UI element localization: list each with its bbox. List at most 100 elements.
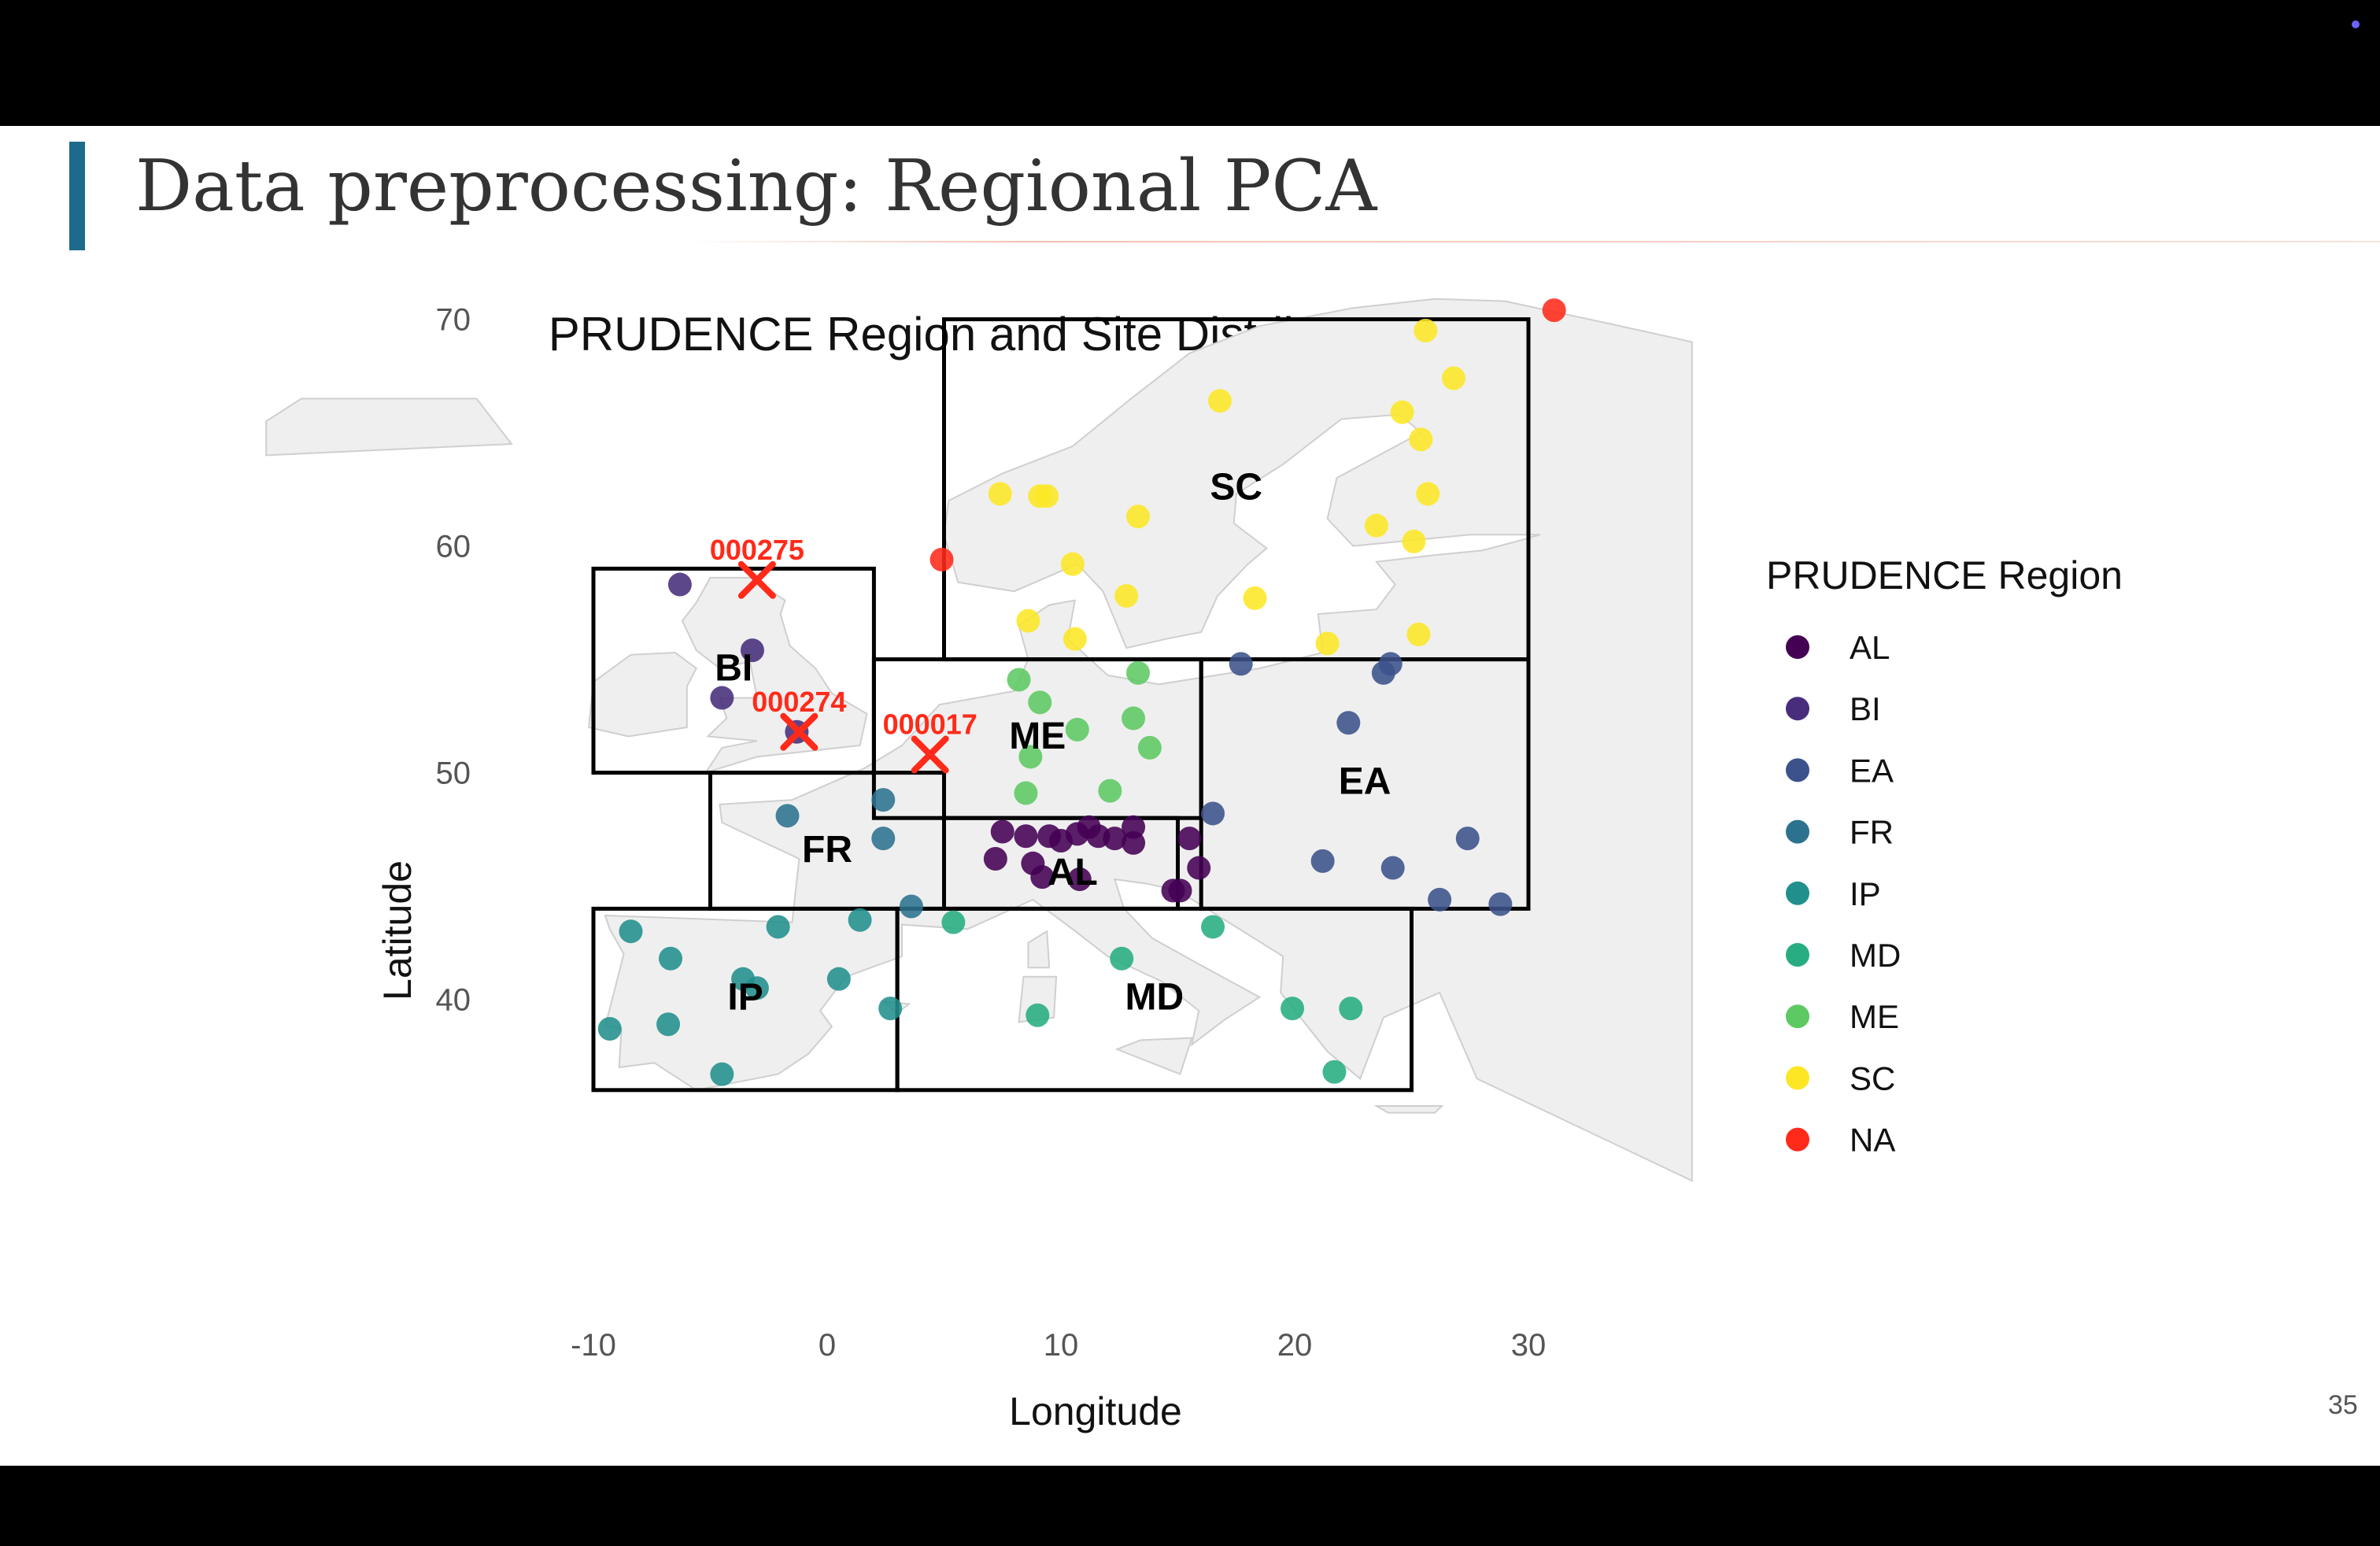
x-tick-label: 10 [1044, 1328, 1079, 1363]
region-label-ip: IP [727, 976, 763, 1018]
title-underline [685, 241, 2380, 242]
site-point-sc [1035, 484, 1059, 509]
y-tick-label: 60 [436, 530, 471, 564]
legend-swatch-bi [1786, 697, 1809, 721]
site-point-al [983, 847, 1007, 871]
site-point-me [1028, 690, 1052, 715]
slide: Data preprocessing: Regional PCA PRUDENC… [0, 126, 2380, 1466]
site-point-bi [740, 638, 764, 663]
legend-label-sc: SC [1850, 1060, 1895, 1097]
x-tick-label: 0 [819, 1328, 836, 1363]
site-point-ip [826, 967, 851, 991]
site-point-me [1007, 668, 1031, 692]
bottom-black-bar [0, 1466, 2380, 1546]
site-point-sc [1062, 627, 1087, 651]
legend-label-al: AL [1850, 629, 1890, 666]
site-point-ea [1201, 801, 1225, 826]
presenter-indicator-icon [2352, 20, 2360, 28]
site-point-me [1018, 745, 1043, 769]
site-point-ip [710, 1062, 734, 1086]
site-point-md [1322, 1060, 1347, 1084]
legend-label-ea: EA [1850, 752, 1894, 789]
site-point-sc [1390, 400, 1414, 424]
site-point-sc [1402, 529, 1426, 553]
site-point-sc [1441, 366, 1465, 390]
region-label-sc: SC [1210, 466, 1262, 508]
region-label-me: ME [1009, 716, 1066, 757]
site-points [597, 298, 1566, 1086]
legend-swatch-ip [1786, 881, 1809, 905]
slide-title: Data preprocessing: Regional PCA [135, 145, 1377, 227]
x-tick-label: 30 [1511, 1328, 1547, 1363]
legend: PRUDENCE Region AL BI EA FR IP MD ME SC NA [1766, 553, 2123, 1159]
site-point-al [1122, 830, 1146, 855]
site-point-sc [1414, 319, 1438, 342]
site-point-ea [1229, 652, 1253, 676]
site-point-me [1126, 660, 1151, 685]
site-point-ip [656, 1012, 681, 1037]
ireland-shape [588, 651, 697, 738]
site-id-label-000017: 000017 [883, 708, 978, 741]
crete-shape [1373, 1105, 1444, 1114]
legend-label-fr: FR [1850, 814, 1894, 851]
prudence-map-chart: PRUDENCE Region and Site Distribution Ma… [265, 298, 2123, 1433]
site-point-ea [1336, 711, 1361, 735]
x-tick-label: 20 [1277, 1328, 1313, 1363]
site-point-sc [1126, 505, 1151, 529]
great-britain-shape [681, 576, 868, 775]
site-point-md [1339, 997, 1363, 1021]
legend-swatch-na [1786, 1127, 1809, 1152]
x-axis-label: Longitude [1009, 1389, 1182, 1433]
site-point-me [1137, 735, 1162, 760]
site-point-ea [1310, 849, 1335, 873]
x-tick-label: -10 [571, 1328, 616, 1363]
site-point-fr [899, 894, 923, 919]
site-point-ip [745, 976, 769, 1000]
site-point-md [1110, 946, 1134, 971]
site-point-na [929, 547, 954, 571]
site-point-me [1065, 717, 1089, 742]
region-label-md: MD [1125, 976, 1184, 1018]
x-marker-000275 [737, 560, 776, 599]
legend-swatch-al [1786, 635, 1809, 659]
site-point-fr [871, 788, 896, 812]
site-point-ip [597, 1017, 622, 1041]
site-point-md [1201, 915, 1225, 939]
site-point-me [1122, 706, 1146, 730]
y-tick-label: 40 [436, 983, 471, 1018]
region-labels: SC BI ME EA FR AL IP MD [715, 466, 1391, 1018]
x-marker-000274 [780, 712, 819, 751]
site-id-label-000275: 000275 [710, 534, 804, 566]
site-point-sc [1409, 427, 1433, 452]
site-id-label-000274: 000274 [752, 686, 846, 718]
site-point-ea [1380, 856, 1405, 880]
legend-label-na: NA [1850, 1122, 1895, 1159]
legend-swatch-me [1786, 1004, 1809, 1029]
site-point-ip [766, 915, 790, 939]
site-point-al [1067, 867, 1092, 891]
site-point-sc [1364, 513, 1388, 538]
site-point-al [1014, 824, 1038, 849]
site-point-sc [1315, 631, 1340, 656]
site-point-al [1161, 878, 1185, 903]
site-point-al [990, 819, 1014, 844]
legend-label-me: ME [1850, 998, 1899, 1035]
site-point-ip [659, 946, 683, 971]
site-point-md [1281, 997, 1305, 1021]
site-point-al [1030, 865, 1055, 890]
site-point-sc [1016, 608, 1040, 633]
region-label-ea: EA [1339, 761, 1391, 803]
sicily-shape [1114, 1037, 1193, 1075]
y-tick-label: 70 [436, 303, 471, 338]
legend-swatch-fr [1786, 819, 1809, 844]
site-point-al [1187, 856, 1211, 880]
site-point-ip [848, 908, 872, 932]
region-label-bi: BI [715, 648, 752, 690]
y-tick-label: 50 [436, 756, 471, 791]
site-point-bi [710, 686, 734, 710]
europe-basemap [265, 298, 1693, 1182]
corsica-shape [1027, 930, 1051, 969]
site-point-ip [878, 997, 903, 1021]
site-point-me [1014, 781, 1038, 805]
site-point-sc [1207, 389, 1232, 413]
